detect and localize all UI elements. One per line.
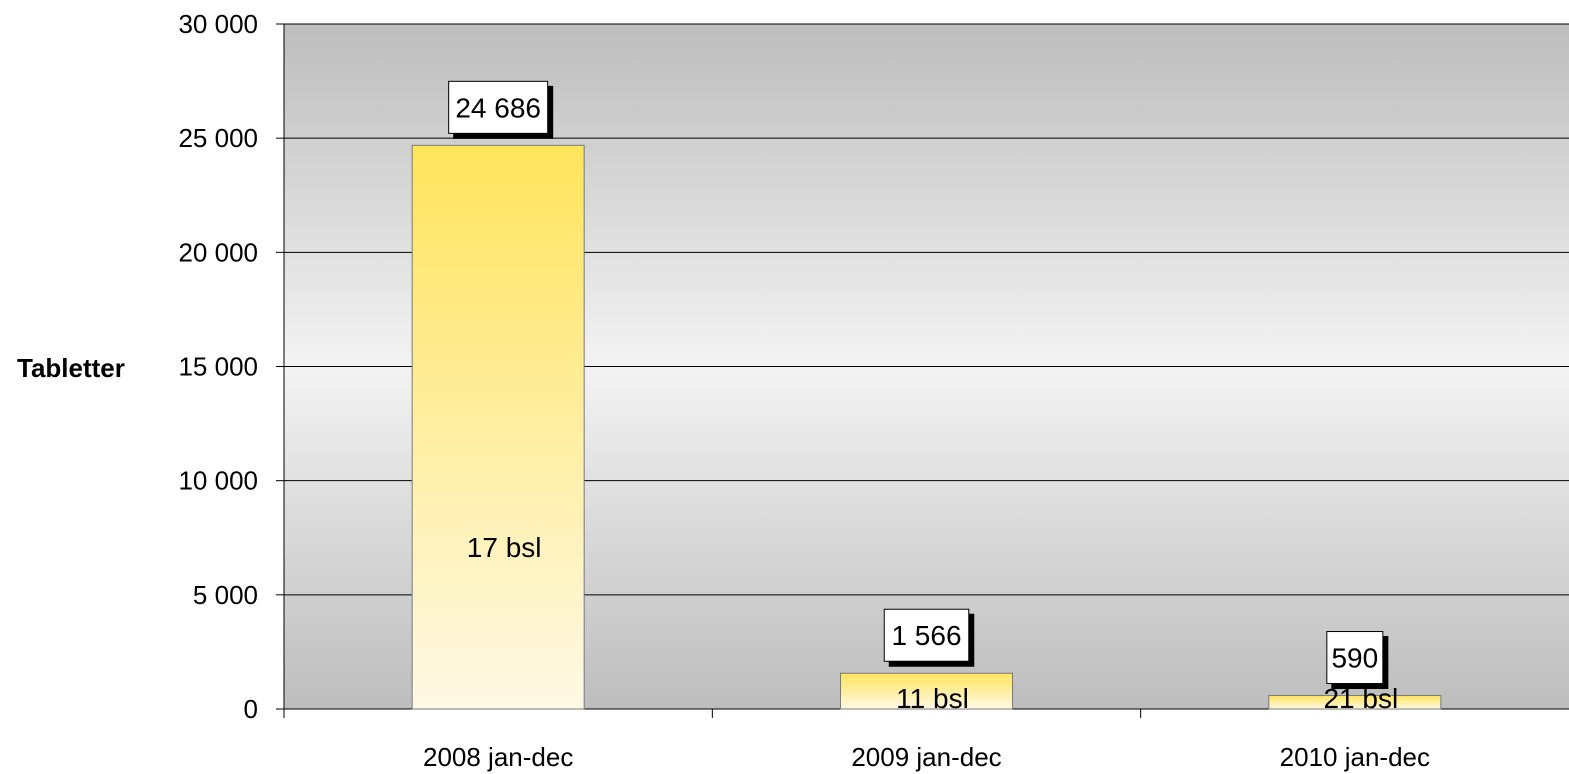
data-labels: 24 686 17 bsl 1 566 11 bsl 590 21 bsl (448, 80, 1398, 714)
inner-label: 21 bsl (1323, 683, 1398, 714)
y-tick-label: 20 000 (178, 237, 258, 267)
x-axis: 2008 jan-dec 2009 jan-dec 2010 jan-dec (283, 708, 1569, 772)
y-axis-title: Tabletter (17, 353, 125, 383)
bar (840, 672, 1013, 710)
bar (1268, 695, 1442, 710)
data-label-text: 1 566 (891, 620, 961, 651)
y-tick-label: 25 000 (178, 123, 258, 153)
data-label: 24 686 (448, 80, 549, 134)
bar (411, 144, 585, 710)
y-tick-label: 30 000 (178, 9, 258, 39)
data-label-box (883, 608, 970, 662)
data-label: 1 566 (883, 608, 970, 662)
bars (411, 144, 1442, 710)
y-tick-label: 10 000 (178, 466, 258, 496)
inner-label: 17 bsl (467, 532, 542, 563)
data-label-text: 24 686 (455, 92, 541, 123)
x-tick-label: 2009 jan-dec (851, 742, 1001, 772)
inner-label: 11 bsl (896, 683, 969, 714)
y-tick-label: 0 (244, 694, 258, 724)
x-tick-label: 2008 jan-dec (423, 742, 573, 772)
data-label: 590 (1326, 631, 1384, 685)
y-tick-label: 5 000 (193, 580, 258, 610)
data-label-box (1326, 631, 1384, 685)
y-tick-label: 15 000 (178, 352, 258, 382)
data-label-text: 590 (1331, 643, 1378, 674)
y-axis: 0 5 000 10 000 15 000 20 000 25 000 30 000 (178, 9, 285, 724)
x-tick-label: 2010 jan-dec (1280, 742, 1430, 772)
data-label-box (448, 80, 549, 134)
